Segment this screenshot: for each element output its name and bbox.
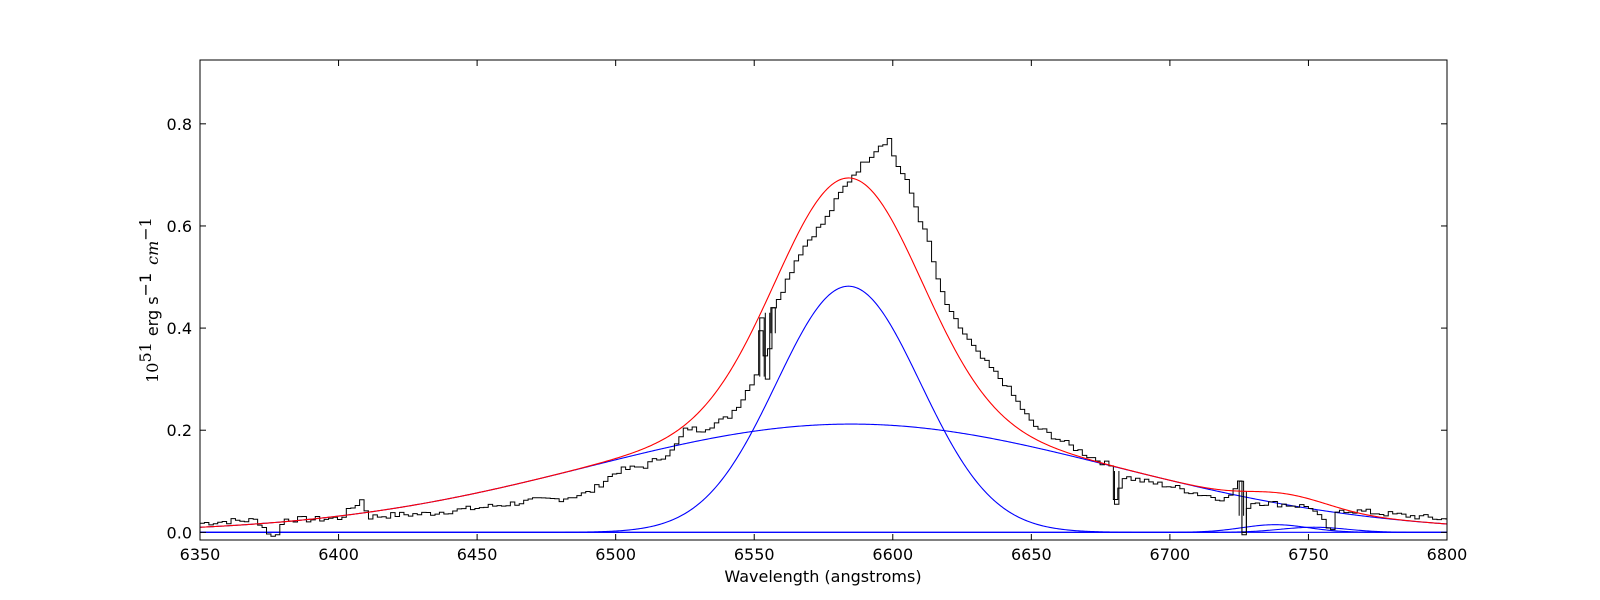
x-axis-label: Wavelength (angstroms)	[724, 567, 921, 586]
y-label-unit1-exp: −1	[136, 273, 155, 297]
x-tick-label: 6650	[1011, 545, 1052, 564]
y-axis-label: 1051erg s−1cm−1	[136, 217, 162, 383]
y-label-unit1: erg s	[143, 296, 162, 336]
y-label-base: 10	[143, 363, 162, 383]
spectrum-spike	[770, 307, 776, 334]
x-tick-label: 6700	[1150, 545, 1191, 564]
x-tick-label: 6350	[180, 545, 221, 564]
y-axis: 0.0 0.2 0.4 0.6 0.8	[167, 115, 1447, 542]
x-tick-label: 6750	[1288, 545, 1329, 564]
x-tick-label: 6800	[1427, 545, 1468, 564]
y-label-unit2-exp: −1	[136, 217, 155, 241]
y-tick-label: 0.2	[167, 421, 192, 440]
x-tick-label: 6600	[872, 545, 913, 564]
y-label-exponent: 51	[136, 342, 155, 362]
x-tick-label: 6500	[595, 545, 636, 564]
svg-text:1051erg s−1cm−1: 1051erg s−1cm−1	[136, 217, 162, 383]
spectrum-spike	[1113, 471, 1120, 505]
spectrum-spike	[1241, 491, 1247, 533]
total-fit-curve	[200, 177, 1447, 528]
spectrum-spike	[1238, 480, 1245, 516]
y-tick-label: 0.4	[167, 319, 192, 338]
plot-area	[200, 138, 1447, 537]
x-tick-label: 6400	[318, 545, 359, 564]
y-tick-label: 0.6	[167, 217, 192, 236]
x-tick-label: 6550	[734, 545, 775, 564]
spectrum-spike	[759, 317, 765, 377]
y-tick-label: 0.0	[167, 523, 192, 542]
component-curve-small-2	[200, 526, 1447, 533]
y-label-unit2: cm	[143, 241, 162, 265]
x-axis: 6350 6400 6450 6500 6550 6600 6650 6700 6750 6800	[180, 60, 1468, 564]
x-tick-label: 6450	[457, 545, 498, 564]
y-tick-label: 0.8	[167, 115, 192, 134]
plot-curves	[200, 138, 1447, 537]
plot-frame	[199, 59, 1448, 541]
spectrum-spike	[764, 312, 771, 380]
